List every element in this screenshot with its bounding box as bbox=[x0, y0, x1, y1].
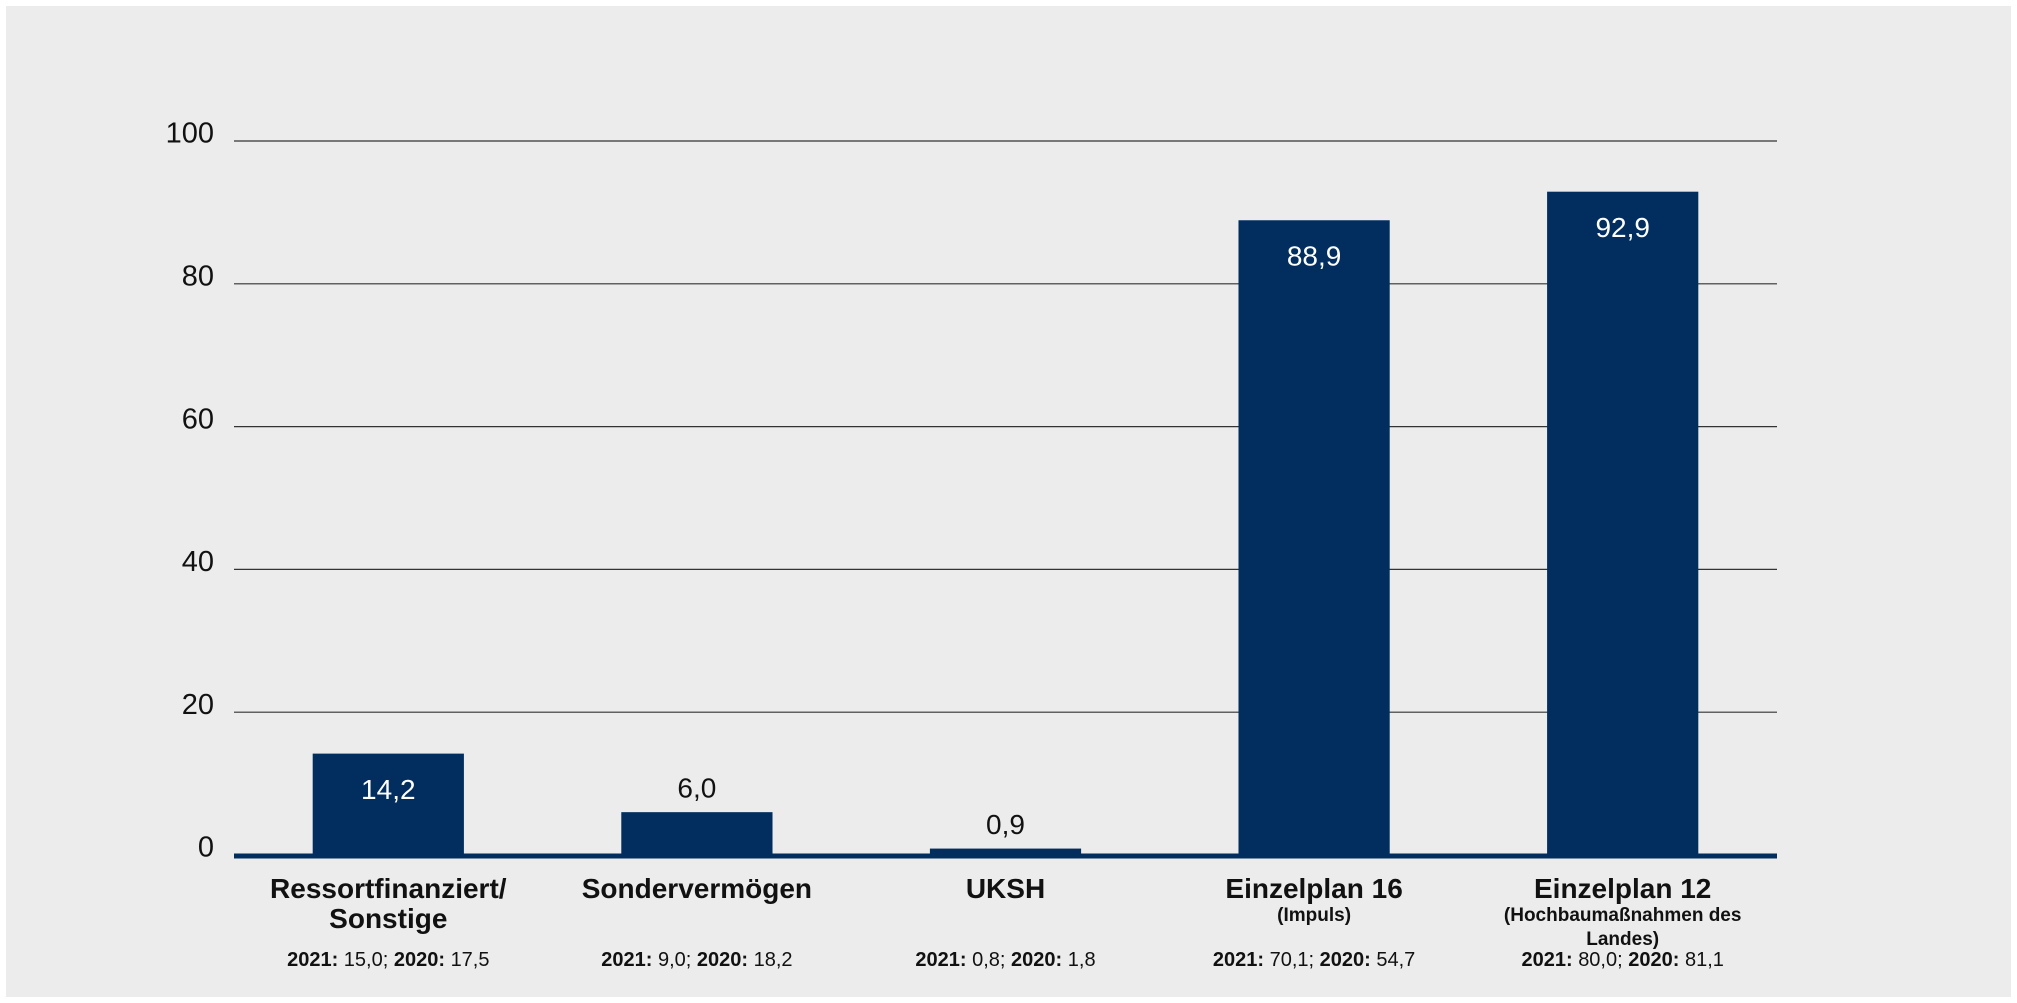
value-label: 88,9 bbox=[1287, 241, 1342, 272]
detail-year: 2020: bbox=[696, 949, 749, 971]
detail-value: 17,5 bbox=[450, 949, 490, 971]
detail-value: 70,1; bbox=[1269, 949, 1315, 971]
x-tick-label: Ressortfinanziert/ Sonstige bbox=[270, 873, 507, 934]
value-label: 0,9 bbox=[986, 809, 1025, 840]
category-details: 2021: 80,0; 2020: 81,1 bbox=[1453, 949, 1793, 972]
detail-year: 2021: bbox=[287, 949, 339, 971]
detail-value: 81,1 bbox=[1684, 949, 1724, 971]
bar bbox=[1547, 191, 1699, 856]
y-tick-label: 20 bbox=[182, 689, 214, 721]
detail-year: 2020: bbox=[1011, 949, 1063, 971]
category-details: 2021: 9,0; 2020: 18,2 bbox=[527, 949, 867, 972]
bar bbox=[621, 812, 773, 855]
y-tick-label: 0 bbox=[198, 832, 214, 864]
x-tick-label-group: Sondervermögen bbox=[547, 874, 847, 904]
plot: 0 20 40 60 80 100 14,2 6,0 0,9 88,9 92,9 bbox=[166, 118, 1777, 864]
detail-year: 2020: bbox=[1319, 949, 1371, 971]
category-details: 2021: 0,8; 2020: 1,8 bbox=[836, 949, 1176, 972]
detail-value: 0,8; bbox=[972, 949, 1006, 971]
y-tick-label: 100 bbox=[166, 118, 214, 150]
detail-value: 15,0; bbox=[343, 949, 389, 971]
detail-year: 2021: bbox=[1212, 949, 1265, 971]
bar bbox=[312, 753, 464, 855]
x-tick-label: Sondervermögen bbox=[581, 873, 813, 904]
chart: 0 20 40 60 80 100 14,2 6,0 0,9 88,9 92,9 Ressortfi… bbox=[6, 6, 2011, 997]
detail-year: 2021: bbox=[1521, 949, 1573, 971]
bar bbox=[929, 848, 1082, 855]
x-tick-sublabel: (Impuls) bbox=[1277, 905, 1352, 926]
detail-value: 1,8 bbox=[1067, 949, 1096, 971]
detail-year: 2021: bbox=[915, 949, 967, 971]
detail-year: 2020: bbox=[393, 949, 445, 971]
category-details: 2021: 15,0; 2020: 17,5 bbox=[218, 949, 558, 972]
detail-year: 2020: bbox=[1628, 949, 1680, 971]
x-tick-label: Einzelplan 12 bbox=[1533, 873, 1712, 904]
x-tick-label: UKSH bbox=[965, 873, 1046, 904]
x-tick-sublabel: (Hochbaumaßnahmen des Landes) bbox=[1503, 905, 1742, 950]
detail-value: 18,2 bbox=[753, 949, 793, 971]
x-tick-label-group: Einzelplan 16 (Impuls) bbox=[1164, 874, 1464, 928]
detail-value: 54,7 bbox=[1376, 949, 1416, 971]
detail-value: 9,0; bbox=[657, 949, 692, 971]
category-details: 2021: 70,1; 2020: 54,7 bbox=[1144, 949, 1484, 972]
y-tick-label: 40 bbox=[182, 546, 214, 578]
y-tick-label: 80 bbox=[182, 260, 214, 292]
x-tick-label-group: Ressortfinanziert/ Sonstige bbox=[238, 874, 538, 934]
value-label: 6,0 bbox=[677, 773, 716, 804]
value-label: 92,9 bbox=[1595, 212, 1650, 243]
x-tick-label-group: Einzelplan 12 (Hochbaumaßnahmen des Lande… bbox=[1473, 874, 1773, 952]
x-tick-label-group: UKSH bbox=[856, 874, 1156, 904]
value-label: 14,2 bbox=[361, 774, 416, 805]
y-tick-label: 60 bbox=[182, 403, 214, 435]
detail-year: 2021: bbox=[601, 949, 653, 971]
detail-value: 80,0; bbox=[1578, 949, 1623, 971]
bar bbox=[1238, 220, 1390, 855]
x-tick-label: Einzelplan 16 bbox=[1225, 873, 1403, 904]
